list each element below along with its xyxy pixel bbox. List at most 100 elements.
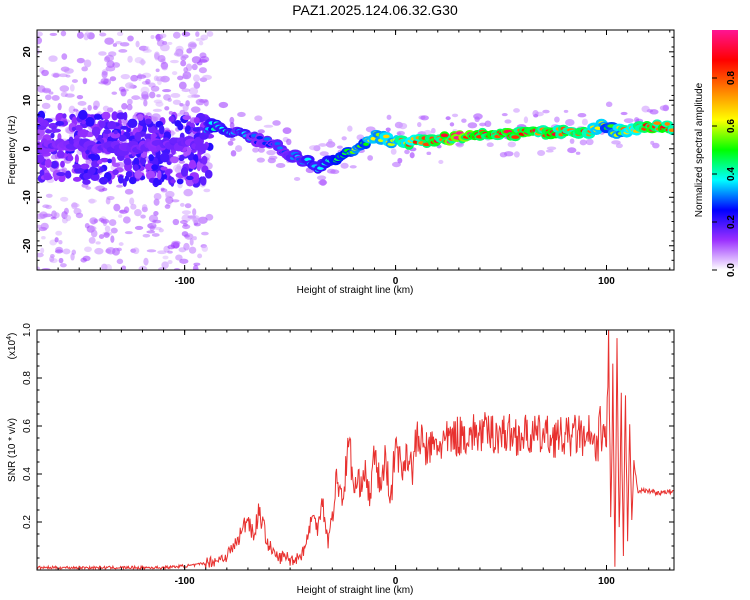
heatmap-cell xyxy=(569,138,575,144)
heatmap-cell xyxy=(120,74,131,80)
heatmap-cell xyxy=(167,97,172,102)
heatmap-cell xyxy=(55,230,63,236)
heatmap-cell xyxy=(82,255,91,262)
heatmap-cell xyxy=(445,116,451,121)
heatmap-cell xyxy=(397,157,403,164)
heatmap-cell xyxy=(172,164,182,172)
heatmap-cell xyxy=(266,149,276,156)
heatmap-cell xyxy=(105,197,111,205)
heatmap-cell xyxy=(204,169,213,179)
spectrogram-frame xyxy=(36,29,675,271)
heatmap-cell xyxy=(206,30,214,37)
heatmap-cell xyxy=(75,212,84,219)
heatmap-cell xyxy=(398,122,408,130)
spectrogram-heatmap xyxy=(37,30,674,270)
heatmap-cell xyxy=(201,231,209,236)
heatmap-cell xyxy=(78,109,88,120)
heatmap-cell xyxy=(150,35,155,40)
heatmap-cell xyxy=(545,149,554,153)
heatmap-cell xyxy=(474,116,480,123)
heatmap-cell xyxy=(50,132,55,139)
heatmap-cell xyxy=(542,109,550,114)
heatmap-cell xyxy=(112,169,119,176)
heatmap-cell xyxy=(160,43,170,52)
heatmap-cell xyxy=(178,156,185,162)
heatmap-cell xyxy=(172,31,181,39)
heatmap-cell xyxy=(385,127,391,132)
heatmap-cell xyxy=(367,155,373,161)
heatmap-cell xyxy=(59,263,67,268)
heatmap-cell xyxy=(45,204,52,210)
heatmap-cell xyxy=(180,166,189,177)
heatmap-cell xyxy=(192,236,197,241)
heatmap-cell xyxy=(65,214,72,222)
heatmap-cell xyxy=(156,94,161,98)
heatmap-cell xyxy=(118,242,124,246)
heatmap-cell xyxy=(134,131,142,142)
heatmap-cell xyxy=(440,133,449,138)
heatmap-cell xyxy=(165,195,170,199)
heatmap-cell xyxy=(230,150,237,157)
heatmap-cell xyxy=(347,125,353,132)
heatmap-cell xyxy=(103,232,110,238)
heatmap-cell xyxy=(426,151,432,156)
heatmap-cell xyxy=(160,187,165,191)
heatmap-cell xyxy=(318,143,327,147)
heatmap-cell xyxy=(201,155,208,165)
heatmap-cell xyxy=(203,188,211,193)
heatmap-cell xyxy=(37,36,43,45)
heatmap-cell xyxy=(130,74,139,82)
heatmap-cell xyxy=(257,129,265,134)
heatmap-cell xyxy=(82,179,91,185)
heatmap-cell xyxy=(160,152,170,163)
heatmap-cell xyxy=(165,196,174,204)
heatmap-cell xyxy=(664,122,670,126)
heatmap-cell xyxy=(151,164,159,171)
heatmap-cell xyxy=(81,120,87,125)
heatmap-cell xyxy=(89,166,96,175)
heatmap-cell xyxy=(107,120,117,130)
heatmap-cell xyxy=(128,83,134,89)
heatmap-cell xyxy=(56,171,66,177)
heatmap-cell xyxy=(150,85,160,92)
heatmap-cell xyxy=(164,204,171,209)
heatmap-cell xyxy=(155,33,161,42)
heatmap-cell xyxy=(155,68,160,73)
heatmap-cell xyxy=(37,129,45,137)
heatmap-cell xyxy=(282,127,292,135)
heatmap-cell xyxy=(196,161,202,172)
heatmap-cell xyxy=(659,105,669,111)
y-tick-label: 1.0 xyxy=(22,323,33,337)
heatmap-cell xyxy=(50,160,59,169)
heatmap-cell xyxy=(104,54,115,62)
heatmap-cell xyxy=(532,109,539,117)
heatmap-cell xyxy=(192,264,199,270)
heatmap-cell xyxy=(161,261,169,269)
snr-plot-area xyxy=(37,330,674,570)
heatmap-cell xyxy=(37,117,45,123)
heatmap-cell xyxy=(511,135,520,139)
heatmap-cell xyxy=(52,73,60,78)
heatmap-cell xyxy=(85,158,92,165)
x-tick-label: 100 xyxy=(598,276,615,287)
heatmap-cell xyxy=(173,52,180,56)
heatmap-cell xyxy=(409,152,415,159)
heatmap-cell xyxy=(256,135,264,140)
heatmap-cell xyxy=(132,164,139,171)
heatmap-cell xyxy=(257,147,265,153)
heatmap-cell xyxy=(187,94,195,99)
heatmap-cell xyxy=(60,160,65,168)
heatmap-cell xyxy=(130,203,137,210)
heatmap-cell xyxy=(171,71,178,76)
heatmap-cell xyxy=(193,117,200,124)
heatmap-cell xyxy=(186,48,193,54)
heatmap-cell xyxy=(76,31,84,39)
heatmap-cell xyxy=(203,99,209,107)
heatmap-cell xyxy=(118,49,128,53)
heatmap-cell xyxy=(70,253,75,261)
heatmap-cell xyxy=(180,54,187,61)
heatmap-cell xyxy=(157,250,167,255)
heatmap-cell xyxy=(272,120,281,126)
heatmap-cell xyxy=(58,257,64,264)
heatmap-cell xyxy=(499,152,508,158)
